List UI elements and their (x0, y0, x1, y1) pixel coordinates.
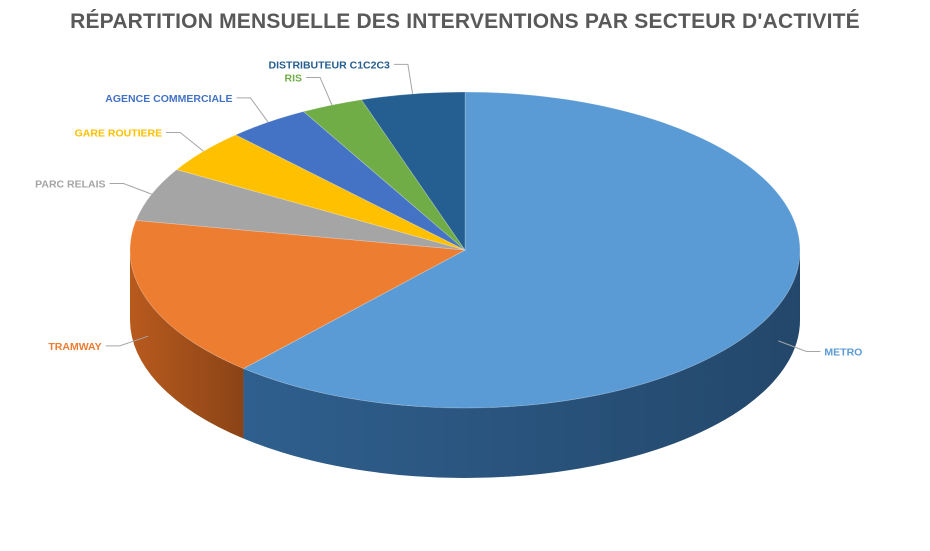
pie-slice-gare-routiere (175, 134, 466, 251)
pie-slice-tramway (129, 219, 467, 369)
pie-slice-distributeur-c1c2c3 (360, 91, 466, 252)
slice-label-distributeur-c1c2c3: DISTRIBUTEUR C1C2C3 (269, 59, 391, 71)
label-group: METRO TRAMWAY PARC RELAIS GARE ROUTIERE AGEN… (35, 59, 862, 358)
pie-side-shade-tramway (130, 250, 244, 439)
pie-side-shade-metro (243, 250, 801, 479)
pie-slice-agence-commerciale (234, 111, 466, 251)
slice-label-parc-relais: PARC RELAIS (35, 179, 105, 191)
pie-slice-metro (242, 91, 801, 409)
slice-label-tramway: TRAMWAY (48, 341, 101, 353)
pie-top-group (129, 91, 801, 409)
leader-line-group (105, 63, 821, 352)
leader-line-tramway (105, 335, 149, 347)
leader-line-agence-commerciale (236, 97, 269, 123)
leader-line-metro (778, 340, 821, 352)
chart-title: RÉPARTITION MENSUELLE DES INTERVENTIONS … (70, 10, 860, 33)
slice-label-metro: METRO (824, 346, 862, 358)
slice-label-gare-routiere: GARE ROUTIERE (75, 127, 163, 139)
slice-label-agence-commerciale: AGENCE COMMERCIALE (105, 93, 232, 105)
leader-line-gare-routiere (166, 131, 204, 152)
leader-line-parc-relais (109, 183, 152, 195)
slice-label-ris: RIS (285, 72, 303, 84)
pie-slice-ris (302, 99, 466, 251)
leader-line-distributeur-c1c2c3 (393, 63, 414, 95)
leader-line-ris (306, 76, 333, 106)
pie-side-group (130, 250, 801, 479)
